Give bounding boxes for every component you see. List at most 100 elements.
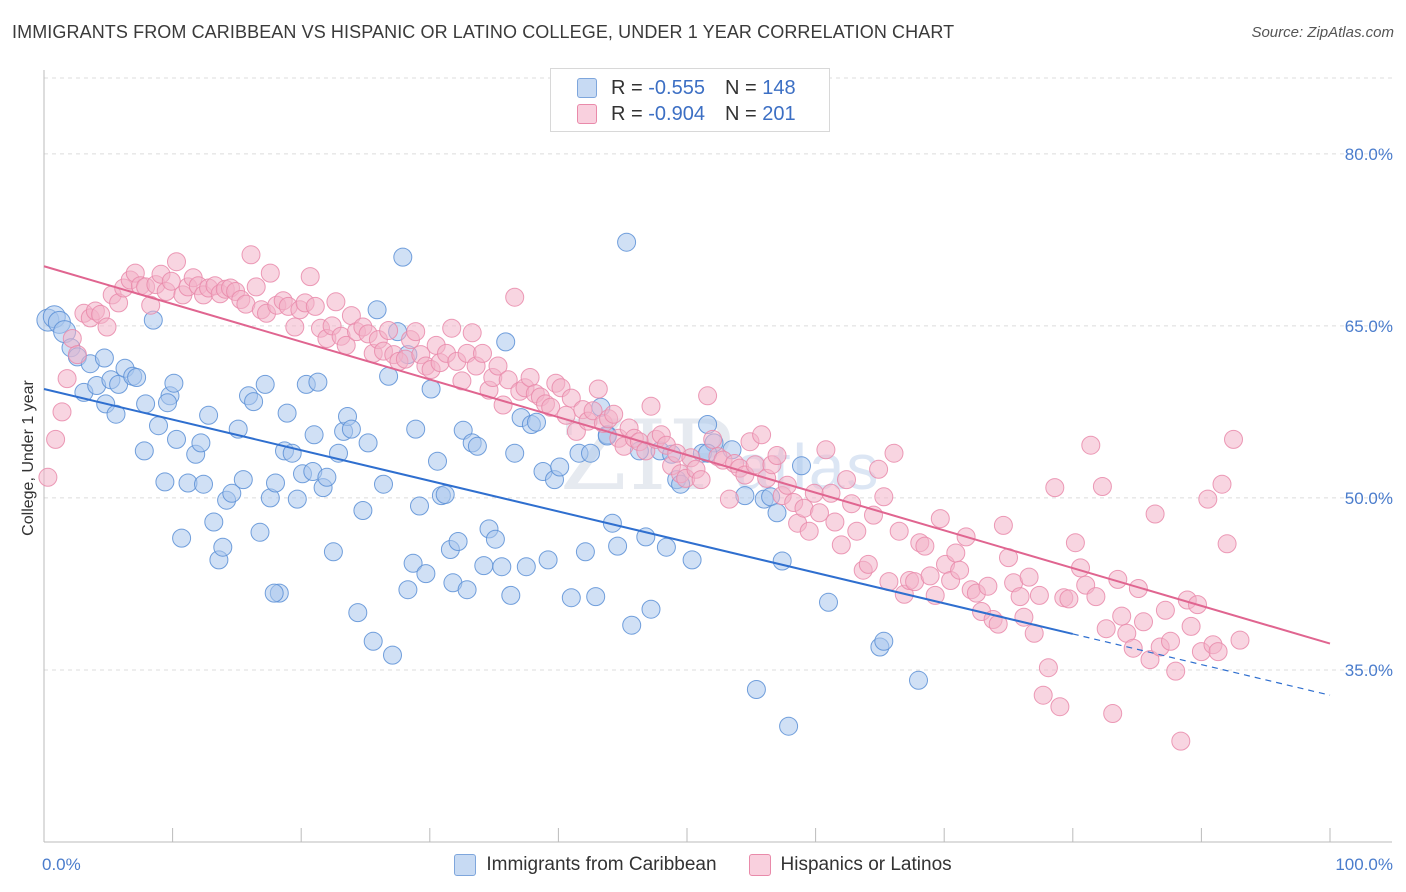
- data-point: [266, 473, 285, 493]
- data-point: [719, 489, 739, 509]
- data-point: [869, 459, 889, 479]
- data-point: [94, 348, 114, 368]
- grid-lines: [44, 77, 1392, 671]
- data-point: [1217, 534, 1237, 554]
- data-point: [1166, 661, 1186, 681]
- data-point: [406, 322, 426, 342]
- x-tick-label: 100.0%: [1335, 855, 1393, 874]
- legend-n-value: 148: [762, 76, 796, 99]
- legend-r-label: R =: [611, 102, 643, 125]
- data-point: [488, 356, 508, 376]
- legend-swatch-hispanic: [577, 104, 597, 124]
- data-point: [52, 402, 72, 422]
- legend-n-label: N =: [724, 102, 757, 125]
- data-point: [746, 680, 766, 699]
- data-point: [353, 501, 373, 520]
- data-point: [819, 592, 838, 612]
- data-point: [127, 368, 147, 387]
- data-point: [363, 631, 383, 651]
- data-point: [641, 396, 661, 416]
- data-point: [191, 433, 211, 453]
- data-point: [379, 321, 399, 340]
- data-point: [1065, 533, 1085, 553]
- data-point: [496, 332, 516, 352]
- legend-r-label: R =: [611, 76, 643, 99]
- data-point: [1092, 477, 1112, 496]
- series-hispanic: [38, 245, 1250, 751]
- data-point: [233, 470, 253, 490]
- bottom-legend-swatch-hispanic: [748, 854, 771, 876]
- data-point: [1112, 606, 1132, 626]
- data-point: [1155, 600, 1175, 620]
- data-point: [134, 441, 154, 461]
- data-point: [1208, 642, 1228, 662]
- data-point: [264, 583, 284, 603]
- legend-swatch-caribbean: [577, 78, 597, 98]
- data-point: [825, 512, 845, 532]
- data-point: [847, 521, 867, 541]
- data-point: [492, 557, 512, 577]
- legend-r-value: -0.555: [648, 76, 705, 99]
- data-point: [541, 397, 561, 417]
- data-point: [1230, 630, 1250, 650]
- data-point: [501, 585, 521, 605]
- data-point: [1038, 658, 1058, 678]
- data-point: [837, 470, 856, 490]
- data-point: [57, 369, 77, 389]
- legend-r-value: -0.904: [648, 102, 705, 125]
- data-point: [393, 247, 413, 267]
- data-point: [752, 425, 772, 445]
- data-point: [462, 323, 482, 343]
- data-point: [538, 550, 558, 570]
- data-point: [204, 512, 224, 532]
- data-point: [816, 440, 836, 460]
- data-point: [874, 631, 894, 651]
- data-point: [1029, 585, 1049, 605]
- x-tick-label: 0.0%: [42, 855, 81, 874]
- data-point: [682, 550, 702, 570]
- chart-source: Source: ZipAtlas.com: [1251, 24, 1394, 41]
- data-point: [920, 566, 940, 586]
- data-point: [909, 670, 928, 690]
- data-point: [474, 556, 494, 576]
- data-point: [255, 374, 275, 394]
- data-point: [435, 485, 455, 504]
- data-point: [285, 317, 305, 337]
- bottom-legend-caribbean: Immigrants from Caribbean: [454, 854, 717, 876]
- bottom-legend-label: Hispanics or Latinos: [780, 854, 952, 875]
- data-point: [448, 532, 468, 551]
- data-point: [1059, 589, 1079, 609]
- data-point: [1161, 631, 1180, 651]
- y-tick-label: 65.0%: [1345, 317, 1393, 336]
- data-point: [656, 537, 676, 557]
- data-point: [799, 521, 819, 541]
- data-point: [767, 446, 787, 465]
- data-point: [260, 263, 280, 283]
- data-point: [348, 603, 368, 623]
- data-point: [735, 486, 755, 506]
- data-point: [323, 542, 343, 562]
- data-point: [520, 368, 540, 387]
- data-point: [158, 393, 177, 413]
- bottom-legend-swatch-caribbean: [454, 854, 477, 876]
- data-point: [950, 560, 970, 580]
- data-point: [1123, 638, 1143, 658]
- data-point: [167, 429, 186, 449]
- data-point: [442, 318, 462, 338]
- data-point: [858, 554, 878, 574]
- data-point: [300, 267, 320, 287]
- data-point: [1103, 704, 1123, 723]
- data-point: [67, 345, 87, 365]
- data-point: [622, 615, 642, 635]
- data-point: [410, 496, 429, 516]
- y-tick-label: 35.0%: [1345, 661, 1393, 680]
- chart-title: IMMIGRANTS FROM CARIBBEAN VS HISPANIC OR…: [12, 22, 955, 42]
- data-point: [1019, 567, 1039, 587]
- data-point: [505, 443, 525, 463]
- data-point: [374, 474, 393, 494]
- data-point: [326, 292, 346, 312]
- data-point: [246, 277, 266, 297]
- legend-row-hispanic: R = -0.904 N = 201: [577, 101, 796, 127]
- data-point: [1096, 619, 1116, 639]
- data-point: [884, 443, 904, 463]
